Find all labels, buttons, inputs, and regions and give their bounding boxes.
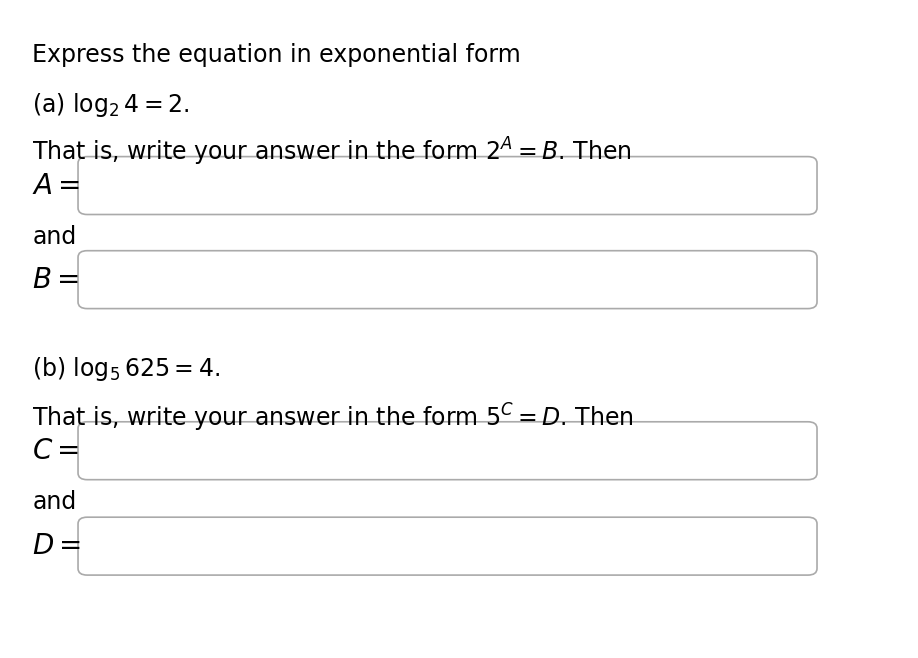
- Text: $B =$: $B =$: [32, 266, 79, 293]
- Text: $D =$: $D =$: [32, 532, 82, 560]
- FancyBboxPatch shape: [78, 251, 817, 309]
- FancyBboxPatch shape: [78, 422, 817, 480]
- Text: and: and: [32, 225, 76, 249]
- Text: Express the equation in exponential form: Express the equation in exponential form: [32, 43, 521, 66]
- FancyBboxPatch shape: [78, 517, 817, 575]
- FancyBboxPatch shape: [78, 157, 817, 215]
- Text: (a) $\log_2 4 = 2.$: (a) $\log_2 4 = 2.$: [32, 91, 190, 119]
- Text: (b) $\log_5 625 = 4.$: (b) $\log_5 625 = 4.$: [32, 355, 220, 384]
- Text: $A =$: $A =$: [32, 172, 81, 199]
- Text: $C =$: $C =$: [32, 437, 79, 465]
- Text: That is, write your answer in the form $5^{C} = D$. Then: That is, write your answer in the form $…: [32, 401, 634, 434]
- Text: That is, write your answer in the form $2^{A} = B$. Then: That is, write your answer in the form $…: [32, 136, 632, 168]
- Text: and: and: [32, 490, 76, 514]
